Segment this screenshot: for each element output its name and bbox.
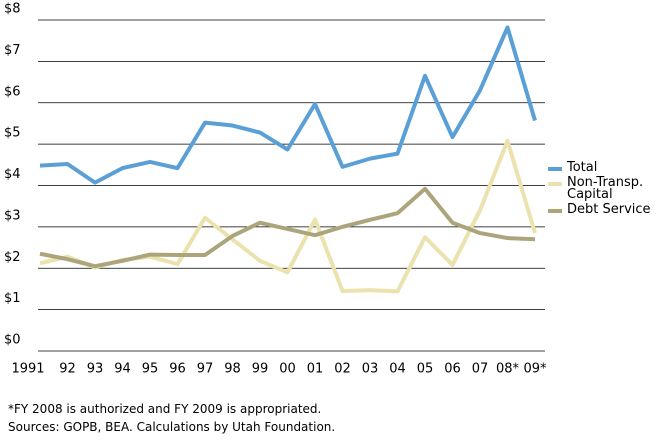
x-tick-label: 09* xyxy=(523,362,547,377)
legend-entry: Debt Service xyxy=(548,202,658,217)
y-tick-label: $4 xyxy=(4,167,21,182)
legend-label: Debt Service xyxy=(567,202,651,217)
x-tick-label: 96 xyxy=(169,362,186,377)
legend-label: Total xyxy=(567,160,598,175)
x-tick-label: 03 xyxy=(362,362,379,377)
x-tick-label: 93 xyxy=(87,362,104,377)
y-tick-label: $0 xyxy=(4,333,21,348)
series-line xyxy=(39,25,537,185)
note: Sources: GOPB, BEA. Calculations by Utah… xyxy=(8,420,336,434)
y-tick-label: $6 xyxy=(4,84,21,99)
x-tick-label: 95 xyxy=(142,362,159,377)
legend-swatch xyxy=(548,209,562,213)
x-tick-label: 01 xyxy=(307,362,324,377)
y-tick-label: $8 xyxy=(4,2,21,17)
y-tick-label: $2 xyxy=(4,250,21,265)
x-tick-label: 97 xyxy=(197,362,214,377)
x-tick-label: 06 xyxy=(444,362,461,377)
series-line xyxy=(39,186,536,269)
y-tick-label: $5 xyxy=(4,126,21,141)
x-tick-label: 1991 xyxy=(11,362,44,377)
x-tick-label: 05 xyxy=(417,362,434,377)
y-tick-label: $1 xyxy=(4,291,21,306)
notes: *FY 2008 is authorized and FY 2009 is ap… xyxy=(8,400,335,436)
series-line xyxy=(39,138,537,294)
x-tick-label: 08* xyxy=(496,362,520,377)
x-tick-label: 04 xyxy=(389,362,406,377)
y-tick-label: $3 xyxy=(4,208,21,223)
x-tick-label: 02 xyxy=(334,362,351,377)
x-tick-label: 00 xyxy=(279,362,296,377)
legend-swatch xyxy=(548,167,562,171)
legend-entry: Total xyxy=(548,160,658,175)
legend-label: Non-Transp. Capital xyxy=(567,175,644,202)
x-tick-label: 99 xyxy=(252,362,269,377)
x-tick-label: 07 xyxy=(472,362,489,377)
x-tick-label: 92 xyxy=(59,362,76,377)
x-tick-label: 98 xyxy=(224,362,241,377)
x-tick-label: 94 xyxy=(114,362,131,377)
note: *FY 2008 is authorized and FY 2009 is ap… xyxy=(8,402,322,416)
y-tick-label: $7 xyxy=(4,43,21,58)
legend: Total Non-Transp. Capital Debt Service xyxy=(548,160,658,219)
legend-entry: Non-Transp. Capital xyxy=(548,175,658,202)
legend-swatch xyxy=(548,182,562,186)
